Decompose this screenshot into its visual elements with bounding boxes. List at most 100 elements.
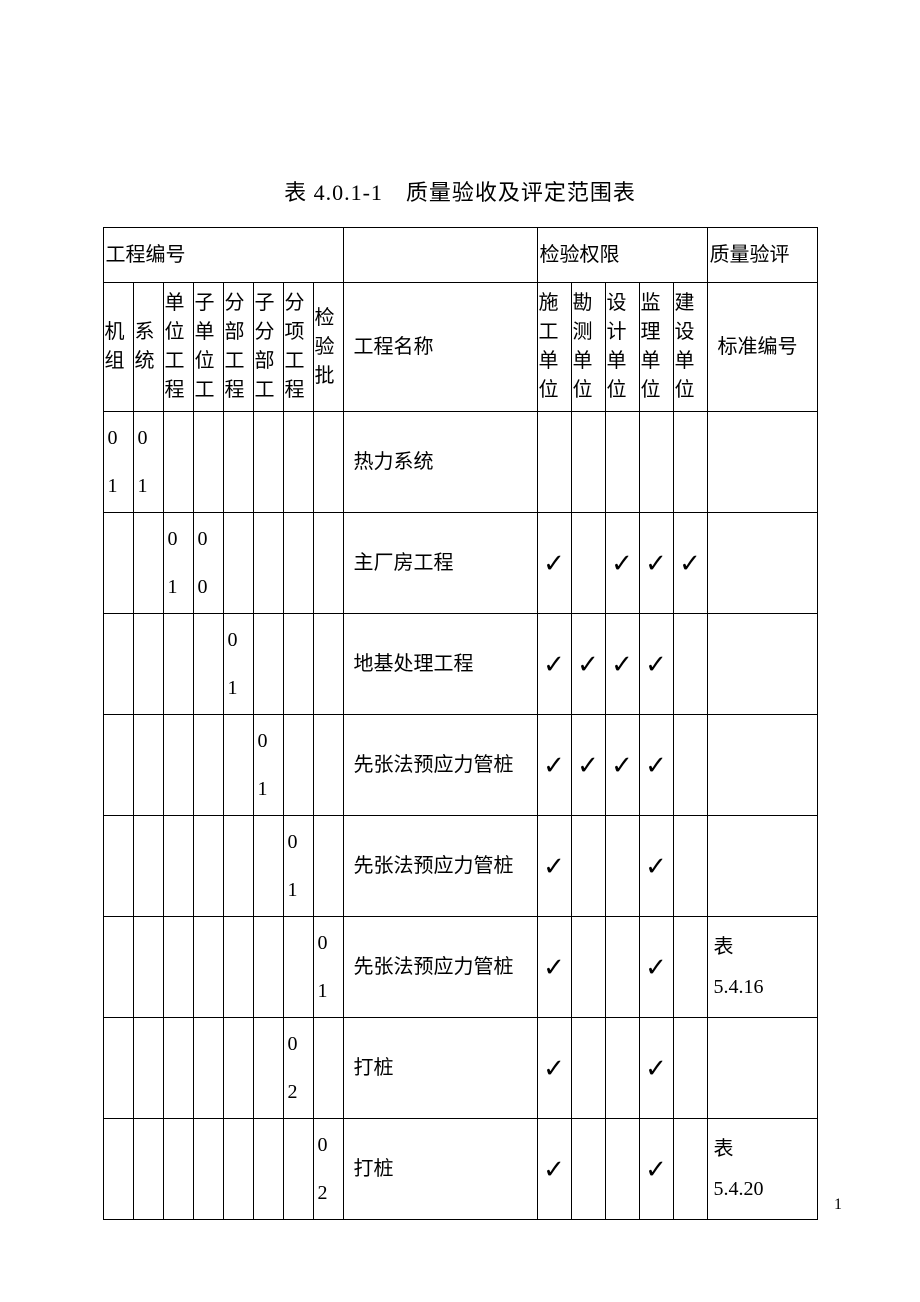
num-cell	[223, 1119, 253, 1220]
check-cell: ✓	[639, 715, 673, 816]
check-cell	[571, 917, 605, 1018]
num-cell	[103, 917, 133, 1018]
check-cell	[673, 1119, 707, 1220]
table-row: 01先张法预应力管桩✓✓✓✓	[103, 715, 817, 816]
num-cell: 01	[313, 917, 343, 1018]
check-cell: ✓	[605, 715, 639, 816]
check-cell: ✓	[639, 1119, 673, 1220]
hdr-c11: 勘测单位	[571, 283, 605, 412]
check-cell	[605, 917, 639, 1018]
num-cell	[283, 412, 313, 513]
hdr-c8: 检验批	[313, 283, 343, 412]
project-name-cell: 主厂房工程	[343, 513, 537, 614]
project-name-cell: 地基处理工程	[343, 614, 537, 715]
num-cell	[253, 412, 283, 513]
check-cell	[673, 917, 707, 1018]
num-cell: 01	[223, 614, 253, 715]
num-cell	[133, 614, 163, 715]
check-cell	[605, 816, 639, 917]
check-cell: ✓	[537, 614, 571, 715]
project-name-cell: 打桩	[343, 1018, 537, 1119]
check-cell: ✓	[537, 513, 571, 614]
table-row: 02打桩✓✓表5.4.20	[103, 1119, 817, 1220]
num-cell	[253, 1119, 283, 1220]
num-cell	[103, 1018, 133, 1119]
check-cell	[571, 1119, 605, 1220]
check-cell	[571, 513, 605, 614]
standard-code-cell	[707, 1018, 817, 1119]
hdr-c6: 子分部工	[253, 283, 283, 412]
num-cell: 01	[253, 715, 283, 816]
hdr-c1: 机组	[103, 283, 133, 412]
num-cell	[103, 614, 133, 715]
check-cell	[673, 1018, 707, 1119]
num-cell	[133, 513, 163, 614]
project-name-cell: 打桩	[343, 1119, 537, 1220]
num-cell	[283, 614, 313, 715]
num-cell	[163, 816, 193, 917]
check-cell	[673, 816, 707, 917]
num-cell	[313, 816, 343, 917]
check-cell: ✓	[639, 917, 673, 1018]
num-cell	[103, 816, 133, 917]
hdr-c13: 监理单位	[639, 283, 673, 412]
check-cell: ✓	[537, 715, 571, 816]
hdr-c2: 系统	[133, 283, 163, 412]
project-name-cell: 热力系统	[343, 412, 537, 513]
check-cell: ✓	[537, 917, 571, 1018]
check-cell	[673, 412, 707, 513]
num-cell	[163, 1119, 193, 1220]
num-cell: 01	[163, 513, 193, 614]
check-cell: ✓	[537, 1018, 571, 1119]
num-cell	[193, 614, 223, 715]
num-cell	[163, 917, 193, 1018]
num-cell: 01	[283, 816, 313, 917]
num-cell	[133, 816, 163, 917]
standard-code-cell	[707, 513, 817, 614]
num-cell	[163, 715, 193, 816]
num-cell	[283, 1119, 313, 1220]
num-cell	[163, 412, 193, 513]
num-cell	[103, 715, 133, 816]
num-cell	[253, 816, 283, 917]
num-cell	[313, 513, 343, 614]
num-cell	[313, 715, 343, 816]
num-cell	[283, 513, 313, 614]
table-row: 0101 热力系统	[103, 412, 817, 513]
num-cell	[313, 1018, 343, 1119]
standard-code-cell	[707, 816, 817, 917]
check-cell	[673, 715, 707, 816]
check-cell: ✓	[537, 816, 571, 917]
num-cell	[163, 614, 193, 715]
project-name-cell: 先张法预应力管桩	[343, 816, 537, 917]
hdr-c4: 子单位工	[193, 283, 223, 412]
standard-code-cell: 表5.4.20	[707, 1119, 817, 1220]
num-cell	[223, 816, 253, 917]
check-cell: ✓	[571, 614, 605, 715]
num-cell	[223, 917, 253, 1018]
hdr-c7: 分项工程	[283, 283, 313, 412]
header-row-2: 机组 系统 单位工程 子单位工 分部工程 子分部工 分项工程 检验批 工程名称 …	[103, 283, 817, 412]
hdr-c12: 设计单位	[605, 283, 639, 412]
table-row: 01先张法预应力管桩✓✓表5.4.16	[103, 917, 817, 1018]
hdr-c9: 工程名称	[343, 283, 537, 412]
check-cell: ✓	[639, 513, 673, 614]
check-cell: ✓	[639, 1018, 673, 1119]
hdr-c5: 分部工程	[223, 283, 253, 412]
num-cell	[163, 1018, 193, 1119]
num-cell	[223, 715, 253, 816]
quality-inspection-table: 工程编号 检验权限 质量验评 机组 系统 单位工程 子单位工 分部工程 子分部工…	[103, 227, 818, 1220]
num-cell	[253, 614, 283, 715]
num-cell	[313, 412, 343, 513]
hdr-c15: 标准编号	[707, 283, 817, 412]
hdr-project-no: 工程编号	[103, 228, 343, 283]
num-cell	[283, 715, 313, 816]
check-cell: ✓	[605, 614, 639, 715]
num-cell: 01	[103, 412, 133, 513]
table-row: 01先张法预应力管桩✓✓	[103, 816, 817, 917]
check-cell	[639, 412, 673, 513]
hdr-c14: 建设单位	[673, 283, 707, 412]
num-cell: 01	[133, 412, 163, 513]
header-row-1: 工程编号 检验权限 质量验评	[103, 228, 817, 283]
check-cell	[537, 412, 571, 513]
